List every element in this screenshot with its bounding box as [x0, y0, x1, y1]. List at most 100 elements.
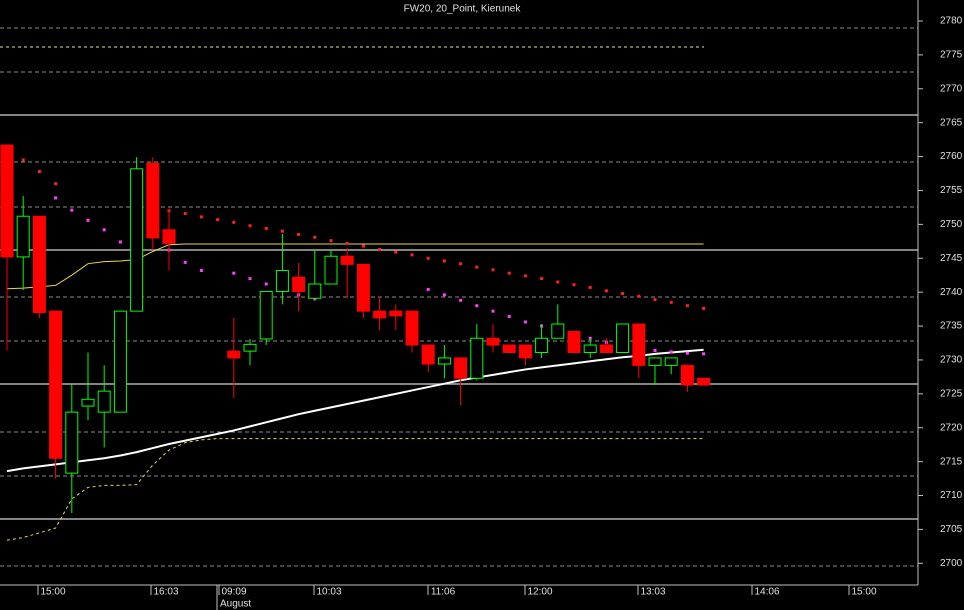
candle-body	[259, 290, 273, 340]
indicator-dot	[345, 241, 349, 245]
candle-body	[32, 215, 46, 313]
candle-body	[551, 323, 565, 339]
candle-body	[470, 337, 484, 379]
candle-body	[340, 255, 354, 265]
candle-body	[373, 310, 387, 319]
chart-title: FW20, 20_Point, Kierunek	[404, 4, 522, 15]
y-tick-label: 2760	[940, 151, 963, 162]
indicator-dot	[702, 352, 706, 356]
indicator-dot	[507, 271, 511, 275]
y-tick-label: 2735	[940, 321, 963, 332]
y-tick-label: 2765	[940, 117, 963, 128]
x-tick-label: 14:06	[754, 587, 779, 598]
indicator-dot	[410, 253, 414, 257]
indicator-dot	[86, 218, 90, 222]
indicator-dot	[232, 220, 236, 224]
indicator-dot	[442, 293, 446, 297]
candle-body	[146, 162, 160, 239]
indicator-dot	[669, 300, 673, 304]
indicator-line	[6, 243, 704, 290]
x-tick-label: 09:09	[221, 587, 246, 598]
indicator-dot	[118, 240, 122, 244]
indicator-dot	[232, 271, 236, 275]
indicator-dot	[21, 158, 25, 162]
indicator-dot	[442, 259, 446, 263]
candle-body	[81, 398, 95, 407]
indicator-dot	[637, 294, 641, 298]
candle-body	[664, 357, 678, 366]
candle-body	[599, 344, 613, 353]
indicator-dot	[507, 315, 511, 319]
indicator-dot	[199, 215, 203, 219]
indicator-dot	[248, 277, 252, 281]
indicator-dot	[37, 170, 41, 174]
indicator-dot	[54, 182, 58, 186]
indicator-dot	[70, 208, 74, 212]
candle-body	[162, 229, 176, 244]
indicator-dot	[329, 239, 333, 243]
indicator-dot	[459, 262, 463, 266]
candle-body	[518, 344, 532, 359]
candle-body	[567, 330, 581, 353]
indicator-dot	[653, 348, 657, 352]
candle-body	[16, 215, 30, 258]
candle-body	[680, 364, 694, 386]
indicator-dot	[216, 218, 220, 222]
y-tick-label: 2780	[940, 16, 963, 27]
indicator-dot	[491, 309, 495, 313]
candle-body	[308, 283, 322, 299]
candle-body	[535, 337, 549, 353]
x-tick-label: 15:00	[40, 587, 65, 598]
y-tick-label: 2730	[940, 355, 963, 366]
candle-body	[697, 377, 711, 386]
indicator-dot	[183, 260, 187, 264]
candle-body	[227, 350, 241, 359]
indicator-dot	[556, 280, 560, 284]
indicator-dot	[378, 247, 382, 251]
candle-body	[292, 276, 306, 292]
candle-body	[0, 144, 14, 258]
indicator-dot	[54, 196, 58, 200]
indicator-dot	[572, 283, 576, 287]
y-tick-label: 2740	[940, 287, 963, 298]
indicator-dot	[621, 292, 625, 296]
indicator-dot	[199, 268, 203, 272]
x-tick-label: 10:03	[316, 587, 341, 598]
indicator-line	[6, 438, 704, 541]
candle-body	[648, 357, 662, 366]
y-tick-label: 2715	[940, 456, 963, 467]
indicator-dot	[361, 244, 365, 248]
indicator-dot	[264, 226, 268, 230]
y-tick-label: 2750	[940, 219, 963, 230]
candle-body	[324, 255, 338, 285]
candle-body	[356, 263, 370, 312]
candle-body	[486, 337, 500, 346]
indicator-dot	[102, 228, 106, 232]
indicator-dot	[313, 235, 317, 239]
candle-body	[243, 343, 257, 352]
candle-body	[405, 310, 419, 346]
candle-body	[632, 323, 646, 366]
indicator-dot	[685, 304, 689, 308]
date-label: August	[220, 599, 251, 610]
x-tick-label: 11:06	[431, 587, 456, 598]
indicator-dot	[475, 304, 479, 308]
y-tick-label: 2725	[940, 388, 963, 399]
y-tick-label: 2710	[940, 490, 963, 501]
y-tick-label: 2705	[940, 524, 963, 535]
y-tick-label: 2720	[940, 422, 963, 433]
candle-body	[130, 168, 144, 312]
y-tick-label: 2755	[940, 185, 963, 196]
indicator-dot	[183, 212, 187, 216]
indicator-dot	[248, 224, 252, 228]
candle-body	[97, 390, 111, 413]
indicator-dot	[264, 282, 268, 286]
x-tick-label: 13:03	[640, 587, 665, 598]
candle-body	[65, 411, 79, 474]
indicator-dot	[540, 277, 544, 281]
indicator-dot	[459, 298, 463, 302]
candle-body	[437, 357, 451, 365]
indicator-dot	[491, 268, 495, 272]
x-tick-label: 12:00	[527, 587, 552, 598]
